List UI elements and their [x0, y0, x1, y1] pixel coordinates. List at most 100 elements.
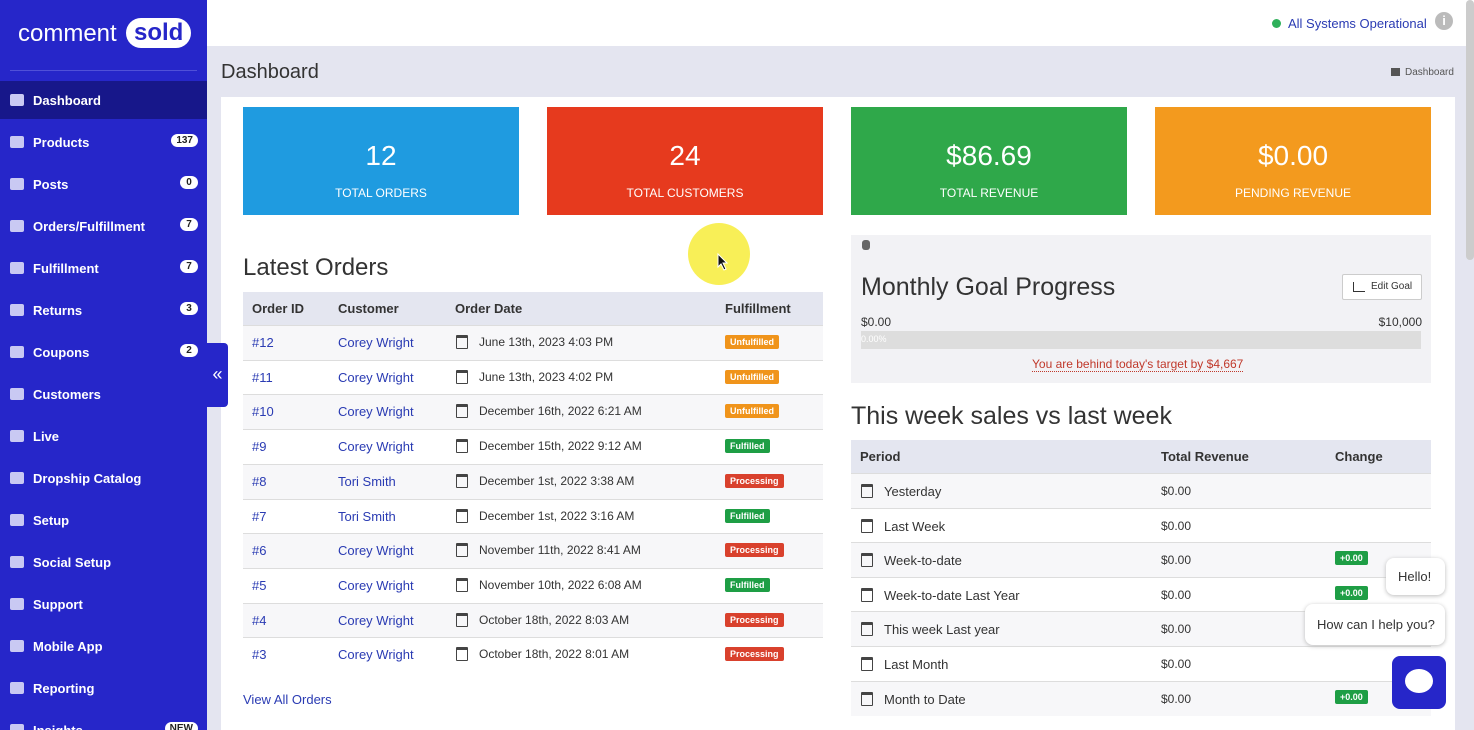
- customer-name[interactable]: Corey Wright: [338, 647, 414, 663]
- goal-title: Monthly Goal Progress: [861, 273, 1116, 301]
- nav-icon: [10, 640, 24, 652]
- nav-label: Orders/Fulfillment: [33, 219, 145, 234]
- edit-goal-button[interactable]: Edit Goal: [1342, 274, 1422, 300]
- order-id[interactable]: #7: [252, 508, 267, 524]
- stat-card: $86.69 TOTAL REVENUE: [851, 107, 1127, 215]
- nav-label: Setup: [33, 513, 70, 528]
- nav-label: Reporting: [33, 681, 95, 696]
- calendar-icon: [861, 484, 873, 498]
- stat-label: TOTAL ORDERS: [335, 186, 427, 200]
- order-date: June 13th, 2023 4:02 PM: [479, 369, 614, 384]
- nav-icon: [10, 724, 24, 730]
- status-badge: Fulfilled: [725, 439, 770, 454]
- status-badge: Processing: [725, 473, 784, 488]
- nav-icon: [10, 430, 24, 442]
- nav-item[interactable]: Dashboard: [0, 81, 207, 119]
- nav-item[interactable]: Social Setup: [0, 543, 207, 581]
- nav-item[interactable]: Live: [0, 417, 207, 455]
- nav-item[interactable]: Posts 0: [0, 165, 207, 203]
- status-link[interactable]: All Systems Operational: [1288, 16, 1427, 31]
- order-id[interactable]: #12: [252, 335, 274, 350]
- chat-button[interactable]: [1392, 656, 1446, 709]
- customer-name[interactable]: Corey Wright: [338, 577, 414, 593]
- nav-badge: 0: [180, 176, 198, 189]
- order-id[interactable]: #9: [252, 439, 267, 455]
- customer-name[interactable]: Tori Smith: [338, 473, 396, 489]
- nav-item[interactable]: Support: [0, 585, 207, 623]
- order-id[interactable]: #4: [252, 612, 267, 628]
- order-id[interactable]: #8: [252, 473, 267, 489]
- page-title: Dashboard: [221, 61, 319, 83]
- status-badge: Unfulfilled: [725, 335, 779, 349]
- nav-label: Customers: [33, 387, 101, 402]
- nav-icon: [10, 304, 24, 316]
- customer-name[interactable]: Corey Wright: [338, 335, 414, 350]
- nav-badge: NEW: [164, 722, 198, 730]
- order-id[interactable]: #11: [252, 369, 273, 385]
- calendar-icon: [456, 404, 468, 419]
- column-header: Total Revenue: [1161, 449, 1249, 464]
- order-date: December 16th, 2022 6:21 AM: [479, 404, 642, 419]
- customer-name[interactable]: Corey Wright: [338, 543, 414, 559]
- button-label: Edit Goal: [1371, 281, 1413, 292]
- info-icon[interactable]: i: [1435, 12, 1453, 30]
- nav-label: Mobile App: [33, 639, 103, 654]
- nav-icon: [10, 136, 24, 148]
- nav-item[interactable]: Orders/Fulfillment 7: [0, 207, 207, 245]
- table-row: [851, 646, 1431, 681]
- table-row: [851, 507, 1431, 543]
- customer-name[interactable]: Corey Wright: [338, 404, 414, 420]
- nav-item[interactable]: Setup: [0, 501, 207, 539]
- period: Yesterday: [884, 484, 942, 499]
- order-id[interactable]: #3: [252, 647, 267, 663]
- column-header: Order Date: [455, 301, 523, 316]
- order-id[interactable]: #6: [252, 543, 267, 559]
- period: This week Last year: [884, 622, 1000, 638]
- nav-item[interactable]: Insights NEW: [0, 711, 207, 730]
- customer-name[interactable]: Corey Wright: [338, 612, 414, 628]
- nav-icon: [10, 514, 24, 526]
- change-badge: +0.00: [1335, 551, 1368, 566]
- scrollbar: [1466, 0, 1474, 260]
- nav-label: Fulfillment: [33, 261, 99, 276]
- nav-item[interactable]: Products 137: [0, 123, 207, 161]
- customer-name[interactable]: Corey Wright: [338, 439, 414, 455]
- order-date: December 1st, 2022 3:16 AM: [479, 508, 635, 523]
- order-date: June 13th, 2023 4:03 PM: [479, 335, 614, 349]
- chat-text: How can I help you?: [1317, 617, 1435, 632]
- nav-icon: [10, 682, 24, 694]
- calendar-icon: [861, 657, 873, 671]
- nav-item[interactable]: Dropship Catalog: [0, 459, 207, 497]
- goal-min: $0.00: [861, 315, 892, 329]
- nav-item[interactable]: Reporting: [0, 669, 207, 707]
- nav-item[interactable]: Mobile App: [0, 627, 207, 665]
- nav-item[interactable]: Returns 3: [0, 291, 207, 329]
- nav-item[interactable]: Customers: [0, 375, 207, 413]
- nav-icon: [10, 598, 24, 610]
- customer-name[interactable]: Tori Smith: [338, 508, 396, 524]
- breadcrumb[interactable]: Dashboard: [1405, 67, 1454, 78]
- revenue: $0.00: [1161, 518, 1192, 533]
- calendar-icon: [456, 335, 468, 349]
- goal-icon: [862, 240, 870, 250]
- collapse-toggle[interactable]: «: [207, 343, 228, 407]
- nav-badge: 2: [180, 344, 198, 357]
- nav-item[interactable]: Fulfillment 7: [0, 249, 207, 287]
- nav-badge: 7: [180, 260, 198, 273]
- status-badge: Unfulfilled: [725, 404, 779, 419]
- order-id[interactable]: #5: [252, 577, 267, 593]
- divider: [10, 70, 197, 71]
- change-badge: +0.00: [1335, 689, 1368, 704]
- column-header: Order ID: [252, 301, 305, 316]
- table-header: [243, 292, 823, 325]
- nav-badge: 7: [180, 218, 198, 231]
- nav-item[interactable]: Coupons 2: [0, 333, 207, 371]
- customer-name[interactable]: Corey Wright: [338, 369, 414, 385]
- calendar-icon: [456, 473, 468, 488]
- chat-bubble: Hello!: [1386, 558, 1445, 595]
- nav-label: Posts: [33, 177, 69, 192]
- table-row: [851, 680, 1431, 716]
- order-id[interactable]: #10: [252, 404, 274, 420]
- view-all-link[interactable]: View All Orders: [243, 692, 332, 707]
